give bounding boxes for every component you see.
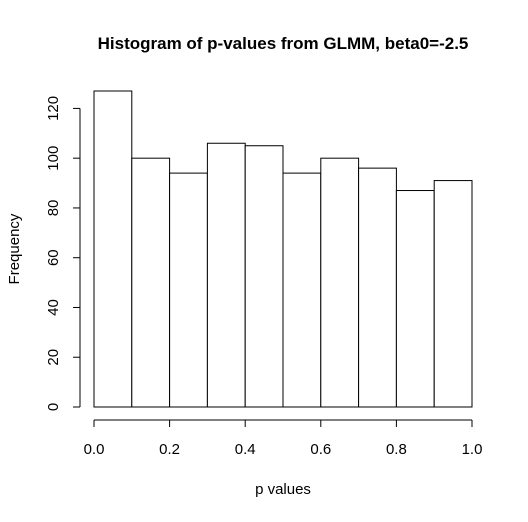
- x-tick-label: 1.0: [462, 441, 483, 458]
- histogram-bar-9: [433, 180, 473, 408]
- y-tick-label: 60: [45, 249, 62, 266]
- y-axis-ticks: 0 20 40 60 80 100 120: [45, 96, 80, 411]
- y-tick-label: 80: [45, 200, 62, 217]
- y-axis: 0 20 40 60 80 100 120: [45, 96, 81, 411]
- x-axis: 0.0 0.2 0.4 0.6 0.8 1.0: [84, 419, 483, 458]
- histogram-bar-7: [358, 167, 397, 408]
- histogram-bar-3: [206, 142, 246, 408]
- y-tick-label: 20: [45, 349, 62, 366]
- histogram-bar-2: [169, 172, 208, 408]
- y-tick-label: 100: [45, 146, 62, 171]
- y-axis-label: Frequency: [6, 213, 23, 284]
- histogram-bar-5: [282, 172, 322, 408]
- histogram-bar-6: [320, 157, 360, 408]
- x-tick-label: 0.8: [386, 441, 407, 458]
- x-tick-label: 0.4: [235, 441, 256, 458]
- x-axis-label: p values: [255, 481, 311, 498]
- histogram-bar-4: [244, 145, 284, 408]
- histogram-bar-0: [93, 90, 133, 408]
- histogram-bar-1: [131, 157, 171, 408]
- chart-title: Histogram of p-values from GLMM, beta0=-…: [98, 34, 469, 53]
- y-tick-label: 120: [45, 96, 62, 121]
- x-tick-label: 0.6: [310, 441, 331, 458]
- x-tick-label: 0.2: [159, 441, 180, 458]
- x-tick-label: 0.0: [84, 441, 105, 458]
- y-tick-label: 0: [45, 403, 62, 411]
- histogram-bar-8: [395, 190, 435, 408]
- x-axis-ticks: 0.0 0.2 0.4 0.6 0.8 1.0: [84, 420, 483, 458]
- y-tick-label: 40: [45, 299, 62, 316]
- histogram-bars: [93, 90, 473, 408]
